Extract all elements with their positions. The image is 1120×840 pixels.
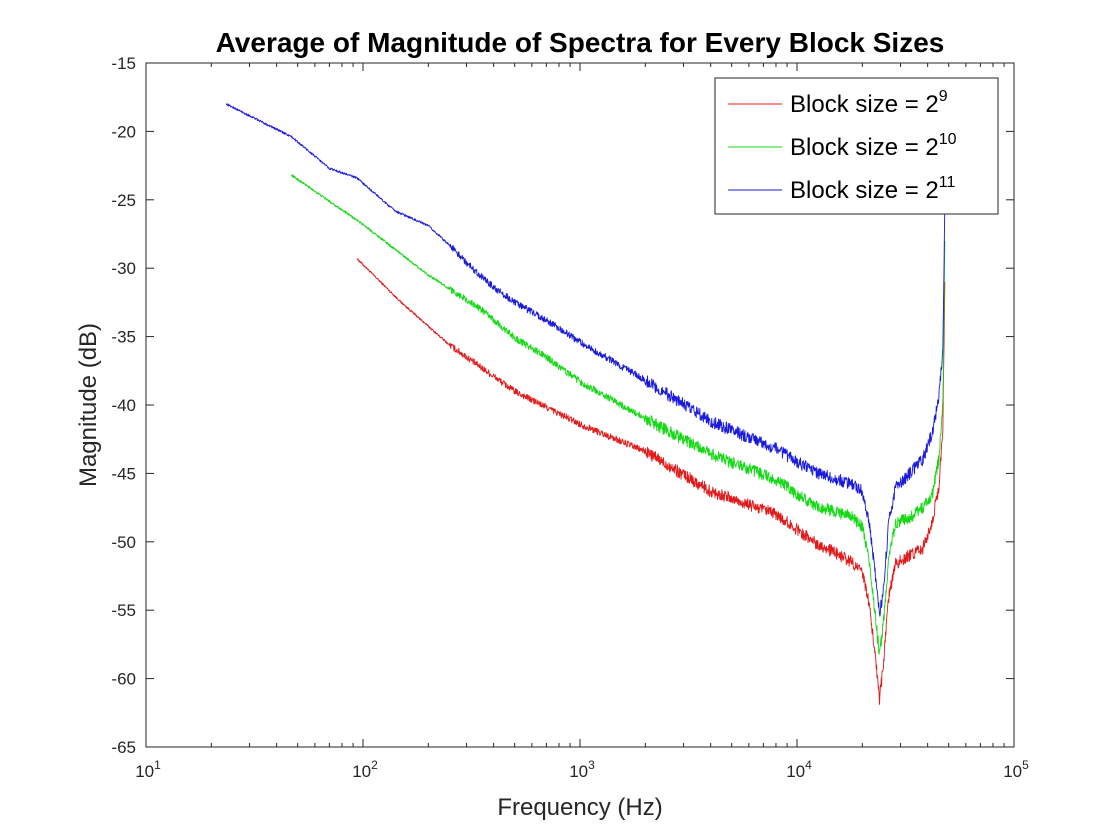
x-tick-label: 104 bbox=[786, 758, 812, 781]
legend-label-9: Block size = 29 bbox=[790, 88, 948, 118]
y-tick-label: -60 bbox=[111, 670, 136, 689]
y-tick-label: -25 bbox=[111, 191, 136, 210]
chart-title: Average of Magnitude of Spectra for Ever… bbox=[216, 27, 945, 58]
y-tick-label: -55 bbox=[111, 601, 136, 620]
y-tick-label: -40 bbox=[111, 396, 136, 415]
y-tick-labels: -15 -20 -25 -30 -35 -40 -45 -50 -55 -60 -65 bbox=[111, 54, 136, 757]
y-tick-label: -35 bbox=[111, 328, 136, 347]
series-line-9 bbox=[356, 258, 946, 705]
x-tick-label: 105 bbox=[1003, 758, 1029, 781]
y-tick-label: -65 bbox=[111, 738, 136, 757]
y-axis-label: Magnitude (dB) bbox=[75, 323, 102, 487]
x-tick-label: 102 bbox=[352, 758, 378, 781]
x-axis-label: Frequency (Hz) bbox=[497, 794, 662, 821]
legend-label-10: Block size = 210 bbox=[790, 131, 957, 161]
y-tick-label: -20 bbox=[111, 122, 136, 141]
legend-box bbox=[714, 77, 999, 215]
series-line-10 bbox=[291, 174, 946, 655]
x-tick-label: 101 bbox=[135, 758, 161, 781]
y-tick-label: -50 bbox=[111, 533, 136, 552]
legend-label-11: Block size = 211 bbox=[790, 174, 955, 204]
y-tick-label: -30 bbox=[111, 259, 136, 278]
ticks-layer bbox=[145, 62, 1015, 748]
y-tick-label: -15 bbox=[111, 54, 136, 73]
legend-items: Block size = 29 Block size = 210 Block siz… bbox=[728, 88, 957, 204]
series-layer bbox=[225, 103, 946, 705]
x-tick-labels: 101 102 103 104 105 bbox=[135, 758, 1029, 781]
y-tick-label: -45 bbox=[111, 464, 136, 483]
x-tick-label: 103 bbox=[569, 758, 595, 781]
series-line-11 bbox=[225, 103, 946, 617]
legend: Block size = 29 Block size = 210 Block siz… bbox=[714, 77, 999, 215]
